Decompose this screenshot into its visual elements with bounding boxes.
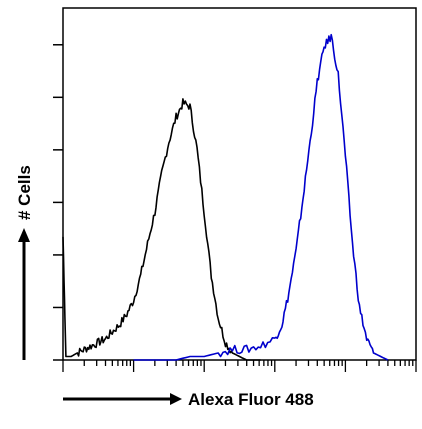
x-axis-arrowhead (170, 393, 182, 405)
series-line-2 (133, 33, 389, 361)
series-line-1 (62, 98, 261, 361)
y-axis-arrowhead (18, 228, 30, 242)
series-layer (62, 33, 389, 361)
plot-frame (62, 7, 417, 361)
y-axis-ticks (53, 44, 63, 361)
x-axis-label: Alexa Fluor 488 (188, 390, 314, 409)
y-axis-label: # Cells (15, 165, 34, 220)
x-axis-ticks (62, 360, 417, 372)
